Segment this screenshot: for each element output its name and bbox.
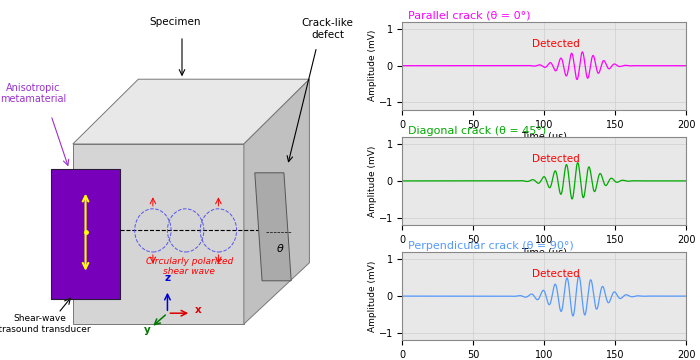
Text: Crack-like
defect: Crack-like defect bbox=[302, 18, 354, 40]
Polygon shape bbox=[255, 173, 291, 281]
Text: Diagonal crack (θ = 45°): Diagonal crack (θ = 45°) bbox=[408, 126, 547, 136]
Text: Detected: Detected bbox=[532, 39, 580, 49]
X-axis label: Time (μs): Time (μs) bbox=[522, 132, 567, 142]
Polygon shape bbox=[51, 169, 120, 299]
Polygon shape bbox=[73, 79, 309, 144]
Text: Specimen: Specimen bbox=[149, 17, 200, 27]
Text: y: y bbox=[144, 325, 150, 335]
Text: Circularly polarized
shear wave: Circularly polarized shear wave bbox=[146, 257, 233, 276]
Text: z: z bbox=[164, 273, 171, 283]
Y-axis label: Amplitude (mV): Amplitude (mV) bbox=[368, 145, 377, 217]
Text: Shear-wave
ultrasound transducer: Shear-wave ultrasound transducer bbox=[0, 314, 90, 334]
Text: Perpendicular crack (θ = 90°): Perpendicular crack (θ = 90°) bbox=[408, 241, 574, 251]
Polygon shape bbox=[244, 79, 309, 324]
Text: Detected: Detected bbox=[532, 154, 580, 164]
Text: x: x bbox=[195, 305, 202, 315]
Text: Anisotropic
metamaterial: Anisotropic metamaterial bbox=[0, 83, 66, 104]
Y-axis label: Amplitude (mV): Amplitude (mV) bbox=[368, 30, 377, 102]
Polygon shape bbox=[73, 144, 244, 324]
Text: Parallel crack (θ = 0°): Parallel crack (θ = 0°) bbox=[408, 11, 531, 21]
Y-axis label: Amplitude (mV): Amplitude (mV) bbox=[368, 260, 377, 332]
Text: $\theta$: $\theta$ bbox=[276, 242, 285, 255]
X-axis label: Time (μs): Time (μs) bbox=[522, 248, 567, 257]
Text: Detected: Detected bbox=[532, 269, 580, 279]
